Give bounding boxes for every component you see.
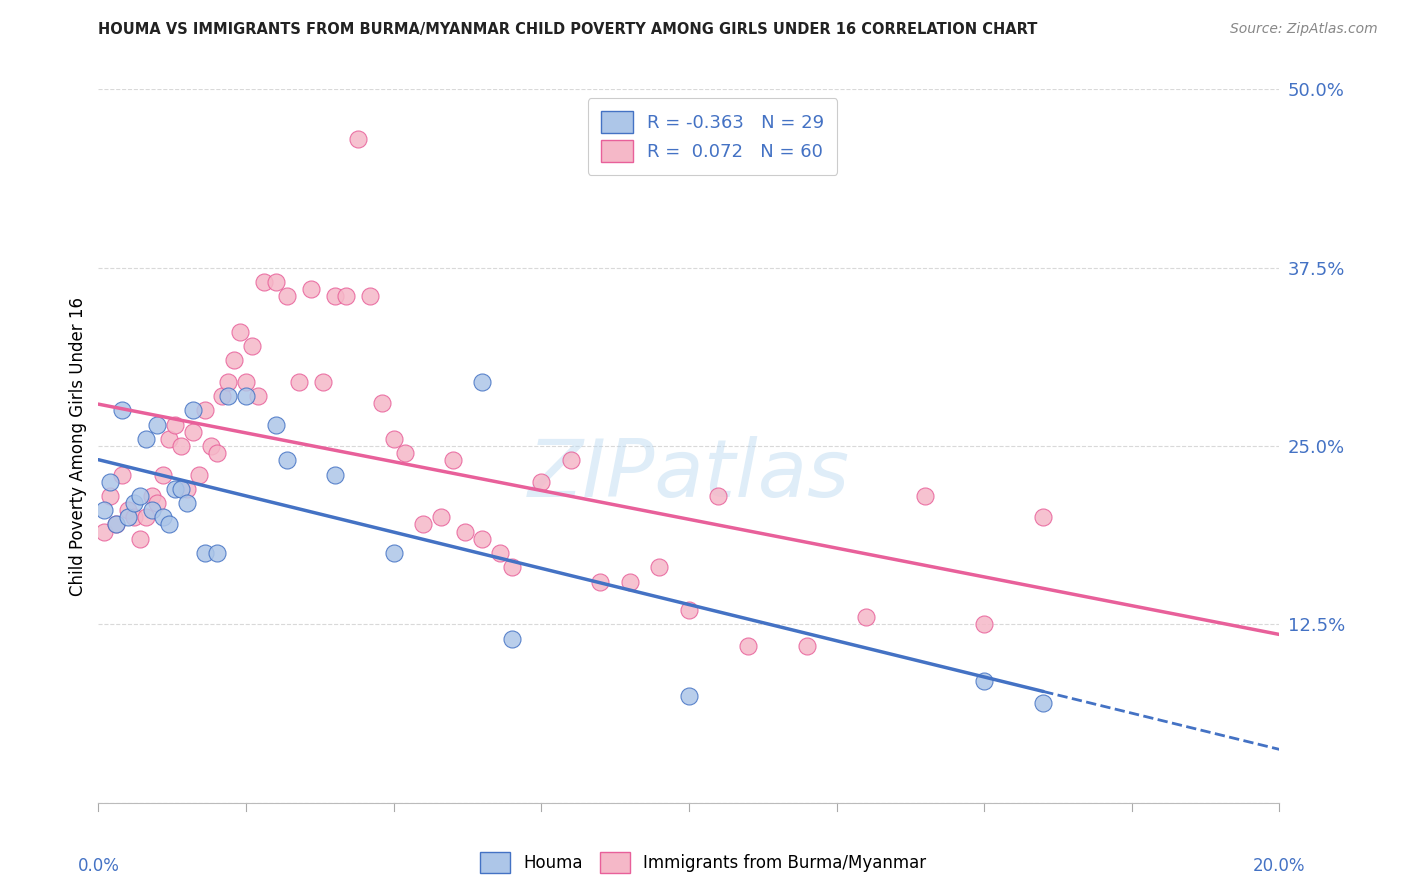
Text: HOUMA VS IMMIGRANTS FROM BURMA/MYANMAR CHILD POVERTY AMONG GIRLS UNDER 16 CORREL: HOUMA VS IMMIGRANTS FROM BURMA/MYANMAR C… [98,22,1038,37]
Point [105,517,128,532]
Point [264,275,287,289]
Point [246,389,269,403]
Point [973,674,995,689]
Point [914,489,936,503]
Point [394,446,416,460]
Point [323,289,346,303]
Point [152,467,174,482]
Point [453,524,475,539]
Point [1032,510,1054,524]
Point [200,439,222,453]
Point [157,432,180,446]
Point [240,339,263,353]
Point [855,610,877,624]
Point [122,496,145,510]
Point [135,432,157,446]
Point [501,632,523,646]
Point [187,467,209,482]
Point [678,603,700,617]
Point [707,489,730,503]
Point [737,639,759,653]
Point [122,510,145,524]
Point [619,574,641,589]
Point [111,403,134,417]
Point [229,325,252,339]
Point [335,289,357,303]
Point [299,282,322,296]
Point [412,517,434,532]
Point [141,489,163,503]
Point [141,503,163,517]
Point [170,482,193,496]
Point [98,475,121,489]
Point [1032,696,1054,710]
Point [648,560,671,574]
Point [98,489,121,503]
Point [146,496,169,510]
Point [264,417,287,432]
Point [170,439,193,453]
Point [382,432,405,446]
Point [157,517,180,532]
Text: 20.0%: 20.0% [1253,857,1306,875]
Legend: Houma, Immigrants from Burma/Myanmar: Houma, Immigrants from Burma/Myanmar [474,846,932,880]
Point [217,389,239,403]
Point [471,532,494,546]
Point [146,417,169,432]
Point [135,510,157,524]
Point [181,403,204,417]
Point [235,375,257,389]
Point [589,574,612,589]
Point [224,353,246,368]
Point [176,496,198,510]
Point [194,403,217,417]
Point [312,375,335,389]
Point [117,503,139,517]
Point [211,389,233,403]
Point [288,375,311,389]
Point [471,375,494,389]
Point [678,689,700,703]
Point [152,510,174,524]
Text: Source: ZipAtlas.com: Source: ZipAtlas.com [1230,22,1378,37]
Point [382,546,405,560]
Point [347,132,370,146]
Point [530,475,553,489]
Point [105,517,128,532]
Point [253,275,276,289]
Point [235,389,257,403]
Point [489,546,512,560]
Legend: R = -0.363   N = 29, R =  0.072   N = 60: R = -0.363 N = 29, R = 0.072 N = 60 [588,98,837,175]
Point [111,467,134,482]
Point [501,560,523,574]
Point [796,639,818,653]
Point [176,482,198,496]
Text: ZIPatlas: ZIPatlas [527,435,851,514]
Text: 0.0%: 0.0% [77,857,120,875]
Point [205,546,228,560]
Point [128,532,150,546]
Point [117,510,139,524]
Point [371,396,394,410]
Point [217,375,239,389]
Point [93,524,115,539]
Point [276,289,298,303]
Point [181,425,204,439]
Y-axis label: Child Poverty Among Girls Under 16: Child Poverty Among Girls Under 16 [69,296,87,596]
Point [194,546,217,560]
Point [165,417,187,432]
Point [165,482,187,496]
Point [128,489,150,503]
Point [93,503,115,517]
Point [441,453,464,467]
Point [205,446,228,460]
Point [973,617,995,632]
Point [430,510,453,524]
Point [276,453,298,467]
Point [359,289,381,303]
Point [560,453,582,467]
Point [323,467,346,482]
